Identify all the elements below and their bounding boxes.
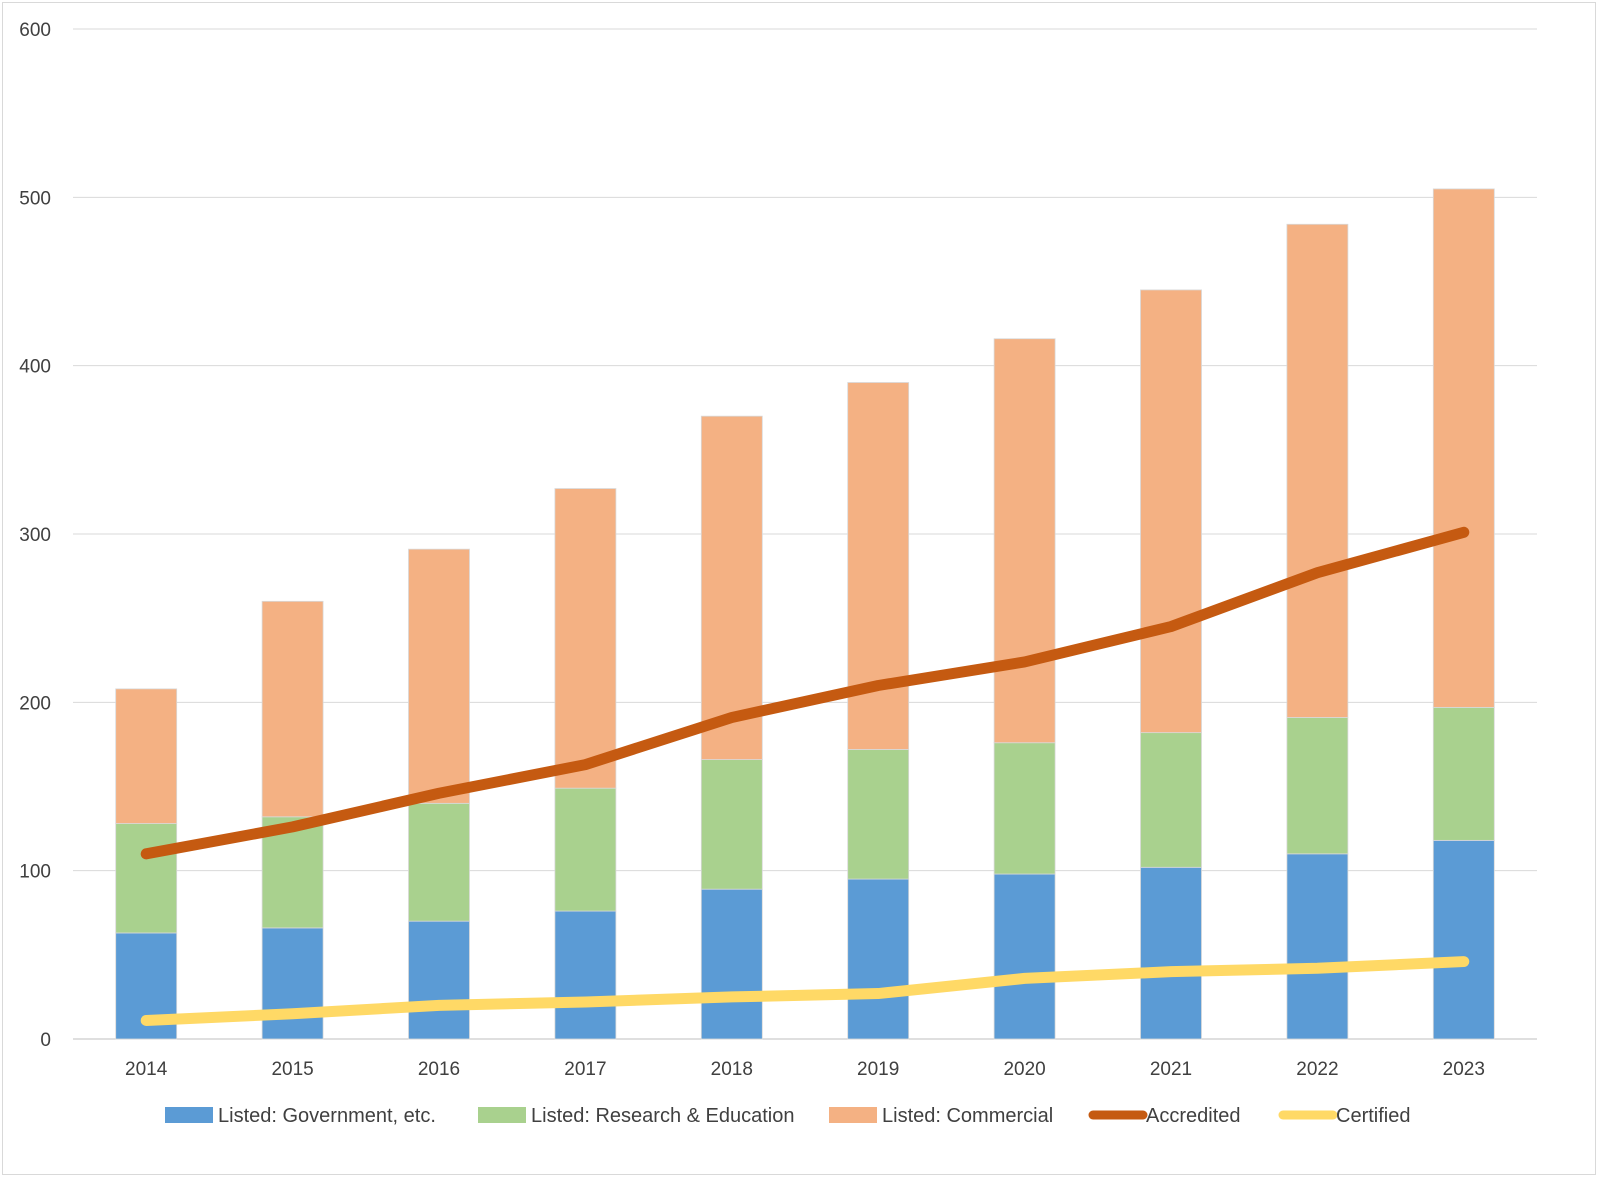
bar-listed-commercial-2023 bbox=[1432, 188, 1495, 708]
bar-listed-commercial-2018 bbox=[700, 415, 763, 760]
x-tick-label: 2018 bbox=[711, 1059, 753, 1080]
x-axis-tick-labels: 2014 2015 2016 2017 2018 2019 2020 2021 2022 2023 bbox=[125, 1059, 1485, 1080]
x-tick-label: 2017 bbox=[564, 1059, 606, 1080]
bar-listed-research-education-2014 bbox=[115, 823, 178, 934]
bar-listed-research-education-2019 bbox=[847, 749, 910, 880]
y-tick-label: 100 bbox=[19, 862, 51, 883]
y-tick-label: 0 bbox=[40, 1030, 51, 1051]
x-tick-label: 2019 bbox=[857, 1059, 899, 1080]
y-tick-label: 200 bbox=[19, 693, 51, 714]
y-tick-label: 600 bbox=[19, 20, 51, 41]
bar-listed-commercial-2020 bbox=[993, 338, 1056, 744]
x-tick-label: 2014 bbox=[125, 1059, 168, 1080]
bar-listed-research-education-2020 bbox=[993, 742, 1056, 875]
y-tick-label: 400 bbox=[19, 357, 51, 378]
bar-listed-government-etc-2017 bbox=[554, 910, 617, 1040]
bar-listed-research-education-2017 bbox=[554, 787, 617, 912]
bar-listed-government-etc-2015 bbox=[261, 927, 324, 1040]
x-tick-label: 2021 bbox=[1150, 1059, 1192, 1080]
lines bbox=[140, 526, 1470, 1026]
legend-swatch-listed-commercial bbox=[829, 1107, 877, 1123]
bars bbox=[115, 188, 1495, 1040]
bar-listed-research-education-2018 bbox=[700, 759, 763, 890]
bar-listed-commercial-2021 bbox=[1140, 289, 1202, 734]
bar-listed-government-etc-2018 bbox=[700, 888, 763, 1040]
bar-listed-research-education-2023 bbox=[1432, 706, 1495, 841]
bar-listed-research-education-2022 bbox=[1286, 717, 1349, 855]
bar-listed-government-etc-2021 bbox=[1140, 866, 1202, 1040]
stacked-bar-line-chart: 0 100 200 300 400 500 600 2014 2015 2016 2017 2018… bbox=[19, 20, 1537, 1127]
legend-label-listed-commercial: Listed: Commercial bbox=[882, 1105, 1053, 1127]
bar-listed-government-etc-2020 bbox=[993, 873, 1056, 1040]
y-tick-label: 300 bbox=[19, 525, 51, 546]
legend-swatch-listed-research-education bbox=[478, 1107, 526, 1123]
bar-listed-government-etc-2016 bbox=[408, 920, 470, 1040]
x-tick-label: 2023 bbox=[1443, 1059, 1485, 1080]
legend-label-listed-research-education: Listed: Research & Education bbox=[531, 1105, 795, 1127]
x-tick-label: 2016 bbox=[418, 1059, 460, 1080]
bar-listed-commercial-2017 bbox=[554, 488, 617, 789]
y-tick-label: 500 bbox=[19, 188, 51, 209]
bar-listed-commercial-2022 bbox=[1286, 223, 1349, 718]
legend-swatch-listed-government-etc bbox=[165, 1107, 213, 1123]
legend: Listed: Government, etc. Listed: Research… bbox=[165, 1105, 1410, 1127]
x-tick-label: 2022 bbox=[1296, 1059, 1338, 1080]
x-tick-label: 2015 bbox=[271, 1059, 313, 1080]
bar-listed-research-education-2016 bbox=[408, 802, 470, 922]
y-axis-tick-labels: 0 100 200 300 400 500 600 bbox=[19, 20, 51, 1051]
bar-listed-commercial-2015 bbox=[261, 600, 324, 818]
bar-listed-commercial-2016 bbox=[408, 548, 470, 804]
bar-listed-government-etc-2022 bbox=[1286, 853, 1349, 1040]
legend-label-accredited: Accredited bbox=[1146, 1105, 1241, 1127]
legend-label-listed-government-etc: Listed: Government, etc. bbox=[218, 1105, 436, 1127]
line-certified bbox=[140, 956, 1470, 1026]
bar-listed-government-etc-2023 bbox=[1432, 839, 1495, 1040]
bar-listed-commercial-2014 bbox=[115, 688, 178, 824]
bar-listed-research-education-2021 bbox=[1140, 732, 1202, 868]
legend-label-certified: Certified bbox=[1336, 1105, 1410, 1127]
line-accredited bbox=[140, 526, 1470, 860]
x-tick-label: 2020 bbox=[1003, 1059, 1045, 1080]
bar-listed-government-etc-2019 bbox=[847, 878, 910, 1040]
